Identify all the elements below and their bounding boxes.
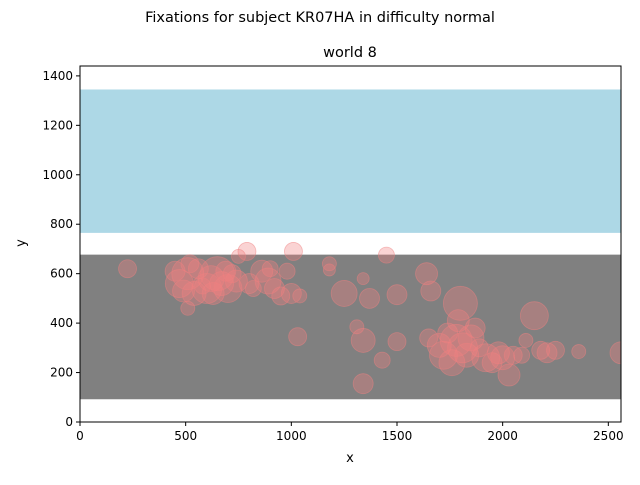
- fixation-point: [415, 262, 438, 286]
- fixation-point: [487, 341, 510, 365]
- y-axis-label: y: [14, 239, 29, 247]
- fixation-point: [264, 278, 285, 299]
- chart-suptitle: Fixations for subject KR07HA in difficul…: [145, 10, 495, 26]
- y-tick-label: 1400: [42, 69, 73, 83]
- fixation-point: [118, 259, 137, 279]
- y-tick-label: 600: [50, 267, 73, 281]
- fixation-point: [271, 286, 291, 306]
- fixation-point: [244, 280, 262, 297]
- y-tick-label: 0: [65, 415, 73, 429]
- fixation-point: [199, 256, 235, 292]
- fixation-point: [330, 280, 358, 307]
- fixation-point: [571, 344, 587, 359]
- fixation-point: [454, 342, 480, 368]
- fixation-point: [518, 333, 534, 348]
- y-tick-label: 400: [50, 316, 73, 330]
- fixation-point: [209, 271, 234, 296]
- fixation-point: [446, 309, 470, 333]
- fixation-point: [224, 269, 248, 293]
- fixation-point: [373, 351, 391, 369]
- fixation-point: [172, 279, 195, 303]
- fixation-point: [237, 242, 257, 261]
- fixation-point: [497, 363, 521, 387]
- fixation-point: [464, 317, 486, 339]
- fixation-point: [378, 246, 395, 264]
- fixation-point: [322, 263, 336, 277]
- fixation-point: [513, 346, 531, 364]
- fixation-point: [359, 287, 380, 309]
- fixation-point: [261, 260, 279, 278]
- chart-title: world 8: [323, 45, 377, 61]
- fixation-point: [352, 373, 374, 395]
- y-tick-label: 200: [50, 366, 73, 380]
- fixation-point: [609, 341, 621, 365]
- fixation-point: [519, 301, 549, 331]
- fixation-point: [429, 340, 458, 370]
- fixation-point: [284, 242, 303, 261]
- region-layer: [80, 89, 621, 400]
- fixation-point: [419, 328, 439, 348]
- x-tick-label: 1500: [382, 429, 413, 443]
- fixation-point: [387, 332, 407, 352]
- fixation-point: [442, 285, 478, 321]
- region-1: [80, 254, 621, 400]
- fixation-point: [250, 259, 274, 283]
- fixation-point: [288, 327, 308, 347]
- region-0: [80, 89, 621, 233]
- axes-frame: [79, 65, 622, 423]
- fixation-point: [292, 288, 308, 304]
- y-tick-label: 1000: [42, 168, 73, 182]
- fixation-point: [280, 283, 302, 304]
- x-axis-label: x: [346, 451, 354, 466]
- x-tick-label: 1000: [276, 429, 307, 443]
- fixation-point: [278, 262, 296, 280]
- fixation-point: [420, 280, 442, 302]
- fixation-point-group: [118, 242, 621, 395]
- fixation-point: [350, 328, 376, 353]
- fixation-point: [546, 340, 565, 360]
- y-tick-label: 800: [50, 217, 73, 231]
- x-tick-label: 500: [174, 429, 197, 443]
- fixation-point: [531, 340, 551, 360]
- fixation-point: [356, 272, 370, 286]
- fixation-point: [386, 284, 408, 306]
- fixation-points: [118, 242, 621, 395]
- fixation-point: [222, 264, 242, 284]
- x-tick-label: 0: [76, 429, 84, 443]
- axes: 0 500 1000 1500 2000 2500 0 200 400 600 800 1000 120…: [42, 65, 624, 443]
- x-tick-label: 2500: [593, 429, 624, 443]
- x-tick-label: 2000: [487, 429, 518, 443]
- fixation-point: [191, 273, 223, 304]
- fixation-point: [503, 345, 523, 365]
- fixation-point: [439, 324, 473, 357]
- y-tick-label: 1200: [42, 118, 73, 132]
- fixation-point: [349, 319, 365, 335]
